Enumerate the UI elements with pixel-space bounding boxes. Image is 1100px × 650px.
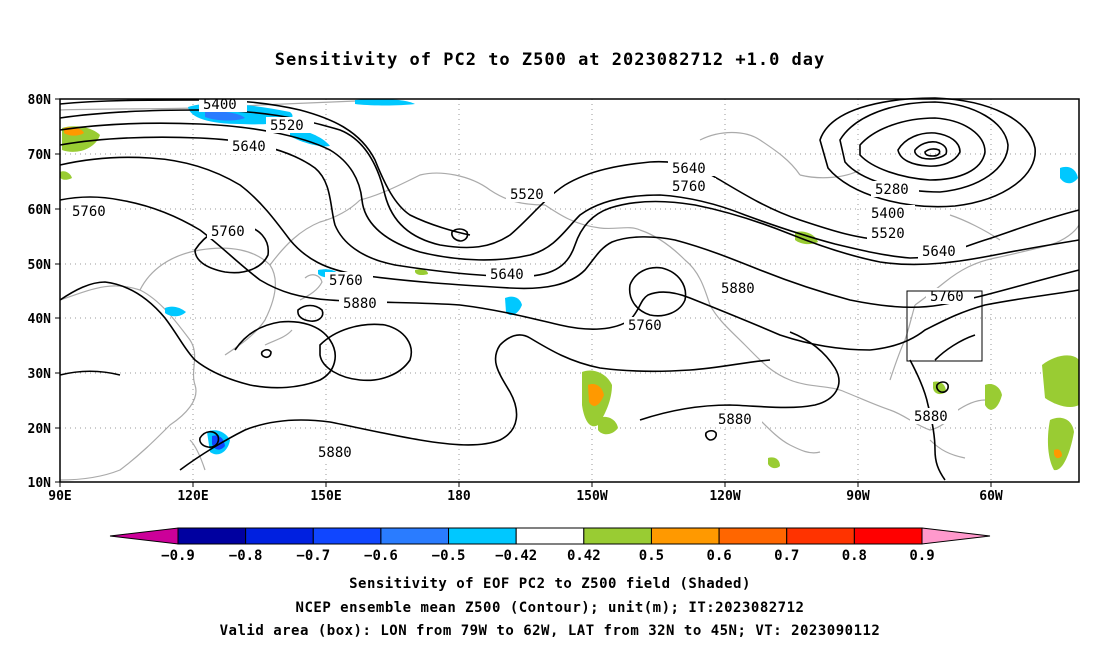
lon-label: 90W [846, 489, 870, 504]
longitude-labels: 90E 120E 150E 180 150W 120W 90W 60W [48, 489, 1003, 504]
colorbar-cell [380, 527, 450, 545]
lon-label: 120E [177, 489, 208, 504]
colorbar-high-arrow [921, 527, 991, 545]
colorbar-cell [853, 527, 923, 545]
contour-label: 5520 [871, 226, 905, 242]
colorbar-cell [650, 527, 720, 545]
colorbar-cell [245, 527, 314, 545]
contour-label: 5520 [270, 118, 304, 134]
shade-positive-patch [415, 269, 428, 276]
shade-positive-patch [933, 381, 946, 395]
contour-label: 5760 [672, 179, 706, 195]
shade-negative-core [205, 111, 245, 121]
shade-negative-patch [165, 306, 186, 317]
contour-label: 5880 [343, 296, 377, 312]
contour-label: 5760 [628, 318, 662, 334]
colorbar-low-arrow [109, 527, 179, 545]
colorbar-cell [718, 527, 788, 545]
colorbar-label: 0.42 [567, 548, 601, 564]
colorbar-labels: −0.9 −0.8 −0.7 −0.6 −0.5 −0.42 0.42 0.5 0.6 0.7 0.… [161, 548, 935, 564]
lat-label: 10N [28, 476, 52, 491]
contour-label: 5640 [232, 139, 266, 155]
lon-label: 120W [709, 489, 740, 504]
contour-label: 5760 [211, 224, 245, 240]
contour-label: 5400 [871, 206, 905, 222]
valid-area-box [906, 290, 983, 362]
colorbar-label: 0.5 [639, 548, 664, 564]
colorbar-label: −0.8 [229, 548, 263, 564]
lat-label: 80N [28, 93, 52, 108]
contour-label: 5640 [672, 161, 706, 177]
colorbar-label: −0.5 [432, 548, 466, 564]
caption-contour: NCEP ensemble mean Z500 (Contour); unit(… [295, 600, 805, 616]
sensitivity-shading [60, 99, 1079, 471]
contour-label: 5880 [721, 281, 755, 297]
contour-label: 5760 [72, 204, 106, 220]
shade-positive-patch [985, 384, 1002, 410]
contour-label: 5400 [203, 97, 237, 113]
lat-label: 30N [28, 367, 52, 382]
lon-label: 150W [576, 489, 607, 504]
shade-positive-patch [1042, 355, 1079, 408]
contour-label: 5640 [490, 267, 524, 283]
contour-label: 5880 [914, 409, 948, 425]
shade-positive-core [588, 384, 604, 406]
lat-label: 70N [28, 148, 52, 163]
colorbar-cell [583, 527, 652, 545]
lon-label: 60W [979, 489, 1003, 504]
shade-positive-patch [768, 457, 780, 469]
lon-label: 90E [48, 489, 71, 504]
colorbar-label: 0.7 [774, 548, 799, 564]
colorbar-label: 0.6 [706, 548, 731, 564]
shade-negative-patch [505, 296, 522, 316]
plot-frame [59, 98, 1080, 483]
caption-valid-area: Valid area (box): LON from 79W to 62W, L… [219, 623, 881, 639]
contour-label: 5640 [922, 244, 956, 260]
shade-positive-patch [598, 416, 618, 435]
map-title: Sensitivity of PC2 to Z500 at 2023082712… [274, 50, 826, 70]
colorbar-cell [786, 527, 855, 545]
colorbar-label: 0.8 [842, 548, 867, 564]
latitude-labels: 80N 70N 60N 50N 40N 30N 20N 10N [28, 93, 52, 491]
shade-negative-patch [355, 99, 415, 106]
colorbar-label: 0.9 [909, 548, 934, 564]
colorbar-cell [448, 527, 517, 545]
colorbar-label: −0.6 [364, 548, 398, 564]
lat-label: 60N [28, 203, 52, 218]
colorbar-label: −0.9 [161, 548, 195, 564]
shade-positive-patch [1047, 417, 1074, 471]
colorbar-cell [515, 527, 585, 545]
caption-shaded: Sensitivity of EOF PC2 to Z500 field (Sh… [349, 576, 751, 592]
lat-label: 50N [28, 258, 52, 273]
lat-label: 20N [28, 422, 52, 437]
lat-label: 40N [28, 312, 52, 327]
colorbar-label: −0.42 [495, 548, 537, 564]
colorbar-label: −0.7 [296, 548, 330, 564]
colorbar-cells [177, 527, 923, 545]
contour-label: 5280 [875, 182, 909, 198]
tick-marks [55, 98, 992, 487]
contour-label: 5760 [930, 289, 964, 305]
contour-labels: 5400 5520 5640 5760 5760 5520 5760 5880 … [68, 96, 974, 461]
lon-label: 180 [447, 489, 471, 504]
shade-positive-patch [60, 171, 72, 180]
colorbar: −0.9 −0.8 −0.7 −0.6 −0.5 −0.42 0.42 0.5 0.6 0.7 0.… [109, 527, 991, 564]
shade-positive-core [1054, 449, 1062, 459]
colorbar-cell [312, 527, 382, 545]
contour-label: 5880 [318, 445, 352, 461]
colorbar-cell [177, 527, 247, 545]
contour-label: 5880 [718, 412, 752, 428]
lon-label: 150E [310, 489, 341, 504]
contour-label: 5520 [510, 187, 544, 203]
shade-negative-patch [1060, 166, 1078, 184]
contour-label: 5760 [329, 273, 363, 289]
